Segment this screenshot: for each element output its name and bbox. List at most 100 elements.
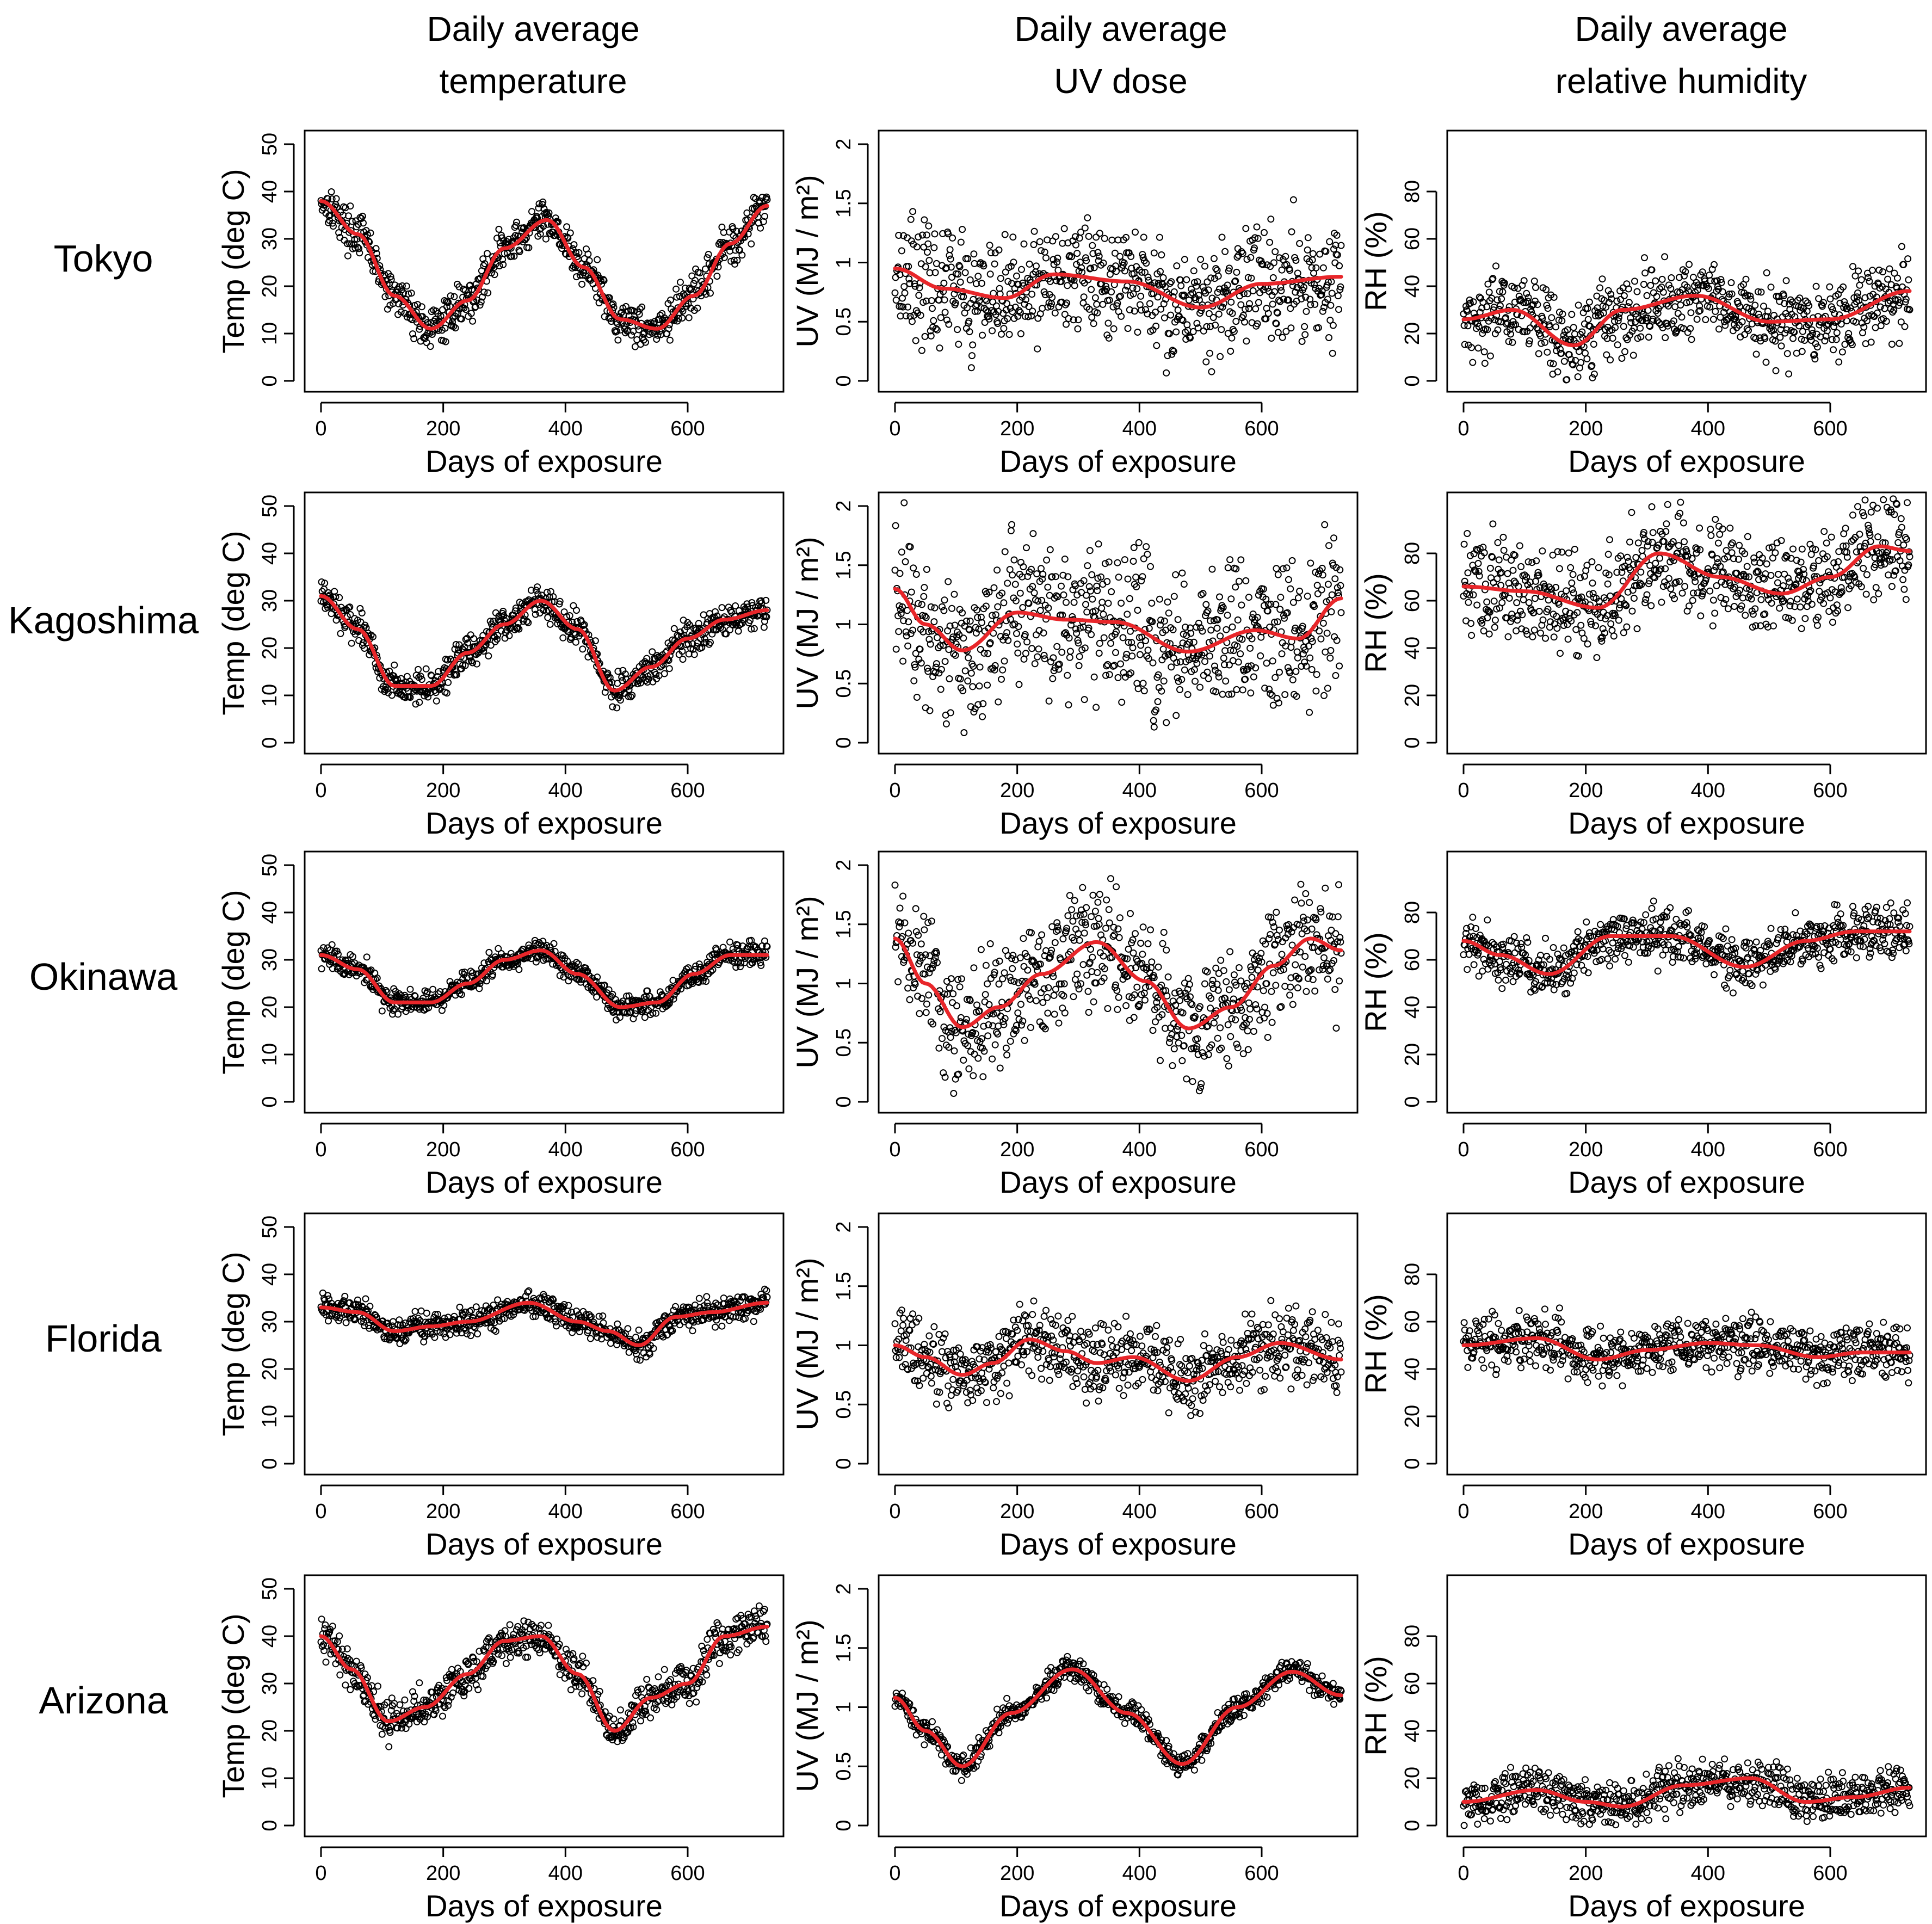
data-point — [559, 634, 567, 642]
data-point — [343, 240, 351, 248]
data-point — [1028, 645, 1036, 652]
data-point — [1798, 335, 1805, 343]
data-point — [1139, 251, 1146, 258]
data-point — [1064, 282, 1071, 289]
data-point — [429, 985, 437, 993]
data-point — [1074, 325, 1082, 332]
data-point — [1617, 295, 1625, 303]
data-point — [1556, 565, 1563, 572]
data-point — [1143, 260, 1150, 267]
data-point — [1314, 590, 1322, 597]
data-point — [1544, 305, 1552, 312]
data-point — [1875, 590, 1882, 597]
data-point — [1326, 654, 1334, 662]
data-point — [1270, 259, 1277, 267]
data-point — [1900, 585, 1908, 593]
data-point — [1468, 344, 1476, 351]
data-point — [1022, 650, 1029, 657]
data-point — [1276, 254, 1283, 262]
data-point — [1577, 621, 1585, 629]
x-tick-label: 600 — [1813, 779, 1847, 802]
data-point — [1034, 345, 1041, 353]
data-point — [1496, 288, 1503, 295]
data-point — [1293, 648, 1301, 656]
data-point — [1225, 267, 1232, 275]
data-point — [1696, 302, 1703, 310]
data-point — [520, 224, 528, 231]
y-tick-label: 60 — [1401, 227, 1424, 250]
data-point — [1306, 654, 1314, 662]
data-point — [1092, 233, 1100, 241]
data-point — [1098, 599, 1106, 606]
data-point — [1693, 316, 1701, 323]
data-point — [1489, 275, 1497, 282]
data-point — [1104, 319, 1112, 327]
data-point — [1025, 303, 1033, 310]
data-point — [1152, 309, 1159, 316]
data-point — [1113, 268, 1120, 275]
data-point — [1094, 249, 1102, 256]
data-point — [1631, 278, 1638, 285]
data-point — [667, 297, 674, 304]
data-point — [1086, 547, 1094, 554]
data-point — [1244, 290, 1251, 298]
data-point — [1770, 326, 1777, 334]
x-tick-label: 400 — [548, 417, 583, 440]
data-point — [1590, 341, 1597, 348]
data-point — [1096, 230, 1103, 237]
data-point — [1089, 242, 1096, 249]
data-point — [525, 244, 533, 251]
data-point — [1481, 360, 1489, 367]
data-point — [1885, 299, 1892, 307]
data-point — [947, 263, 955, 271]
data-point — [1060, 225, 1068, 232]
data-point — [1071, 282, 1078, 289]
column-title-rh: Daily average relative humidity — [1555, 9, 1807, 101]
data-point — [1124, 575, 1132, 583]
data-point — [1741, 331, 1749, 338]
data-point — [1213, 625, 1221, 632]
data-point — [1505, 338, 1513, 346]
data-point — [1464, 322, 1472, 330]
data-point — [1016, 589, 1024, 597]
data-point — [922, 704, 929, 712]
data-point — [1223, 626, 1230, 633]
data-point — [998, 675, 1005, 683]
data-point — [499, 261, 507, 268]
data-point — [1808, 330, 1816, 337]
data-point — [1010, 314, 1018, 322]
data-point — [1543, 301, 1551, 309]
data-point — [1183, 276, 1190, 283]
data-point — [1173, 262, 1181, 270]
data-point — [1239, 686, 1246, 694]
data-point — [1469, 359, 1477, 366]
data-point — [1157, 305, 1165, 313]
data-point — [1867, 338, 1875, 346]
data-point — [761, 213, 768, 220]
data-point — [446, 303, 454, 310]
data-point — [1242, 225, 1250, 232]
data-point — [1161, 617, 1168, 625]
data-point — [508, 252, 515, 260]
data-point — [1180, 291, 1188, 299]
data-point — [1010, 258, 1017, 266]
data-point — [462, 306, 470, 313]
data-point — [1489, 520, 1497, 528]
data-point — [984, 681, 991, 689]
data-point — [1844, 604, 1851, 612]
y-tick-label: 1.5 — [832, 189, 855, 218]
data-point — [1627, 319, 1635, 326]
data-point — [707, 639, 714, 646]
data-point — [1174, 616, 1182, 624]
data-point — [369, 267, 376, 275]
data-point — [1073, 630, 1081, 637]
data-point — [730, 256, 738, 264]
data-point — [1569, 585, 1576, 593]
data-point — [917, 312, 924, 319]
data-point — [1060, 591, 1067, 599]
data-point — [1140, 233, 1147, 241]
data-point — [1798, 625, 1805, 632]
data-point — [1485, 288, 1493, 296]
